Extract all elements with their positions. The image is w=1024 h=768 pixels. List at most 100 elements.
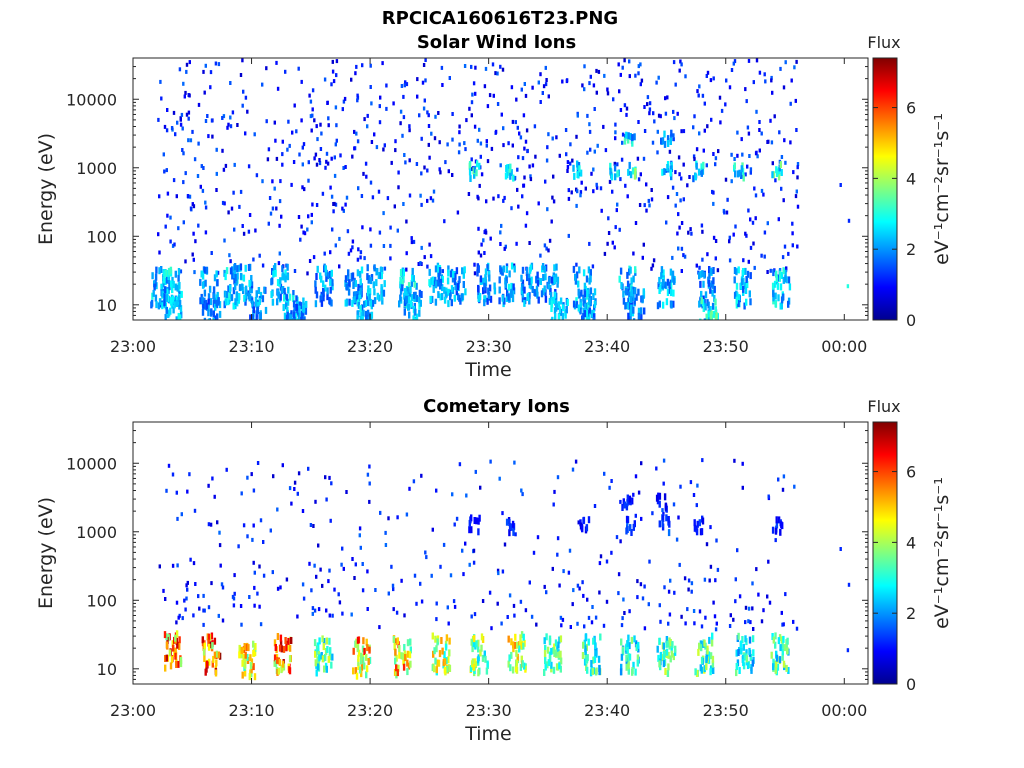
heatmap-cell (779, 528, 782, 536)
heatmap-cell (365, 638, 368, 646)
heatmap-cell (256, 302, 260, 309)
heatmap-cell (661, 168, 664, 176)
heatmap-cell (614, 122, 617, 127)
heatmap-cell (774, 641, 777, 649)
heatmap-cell (571, 602, 574, 607)
heatmap-cell (289, 314, 293, 320)
heatmap-cell (636, 659, 639, 667)
heatmap-cell (169, 239, 172, 244)
heatmap-cell (207, 605, 211, 610)
heatmap-cell (521, 492, 524, 497)
heatmap-cell (626, 280, 630, 288)
heatmap-cell (517, 204, 520, 209)
heatmap-cell (480, 242, 483, 247)
heatmap-cell (356, 294, 359, 302)
heatmap-cell (241, 659, 244, 667)
heatmap-cell (441, 293, 444, 300)
heatmap-cell (373, 132, 376, 137)
heatmap-cell (609, 167, 612, 175)
heatmap-cell (456, 283, 460, 291)
heatmap-cell (232, 302, 235, 310)
heatmap-cell (747, 58, 751, 63)
heatmap-cell (441, 647, 444, 655)
heatmap-cell (451, 275, 455, 283)
heatmap-cell (584, 633, 588, 641)
heatmap-cell (207, 633, 211, 641)
heatmap-cell (632, 275, 635, 283)
heatmap-cell (281, 664, 284, 672)
heatmap-cell (169, 215, 172, 220)
heatmap-cell (330, 269, 333, 277)
heatmap-cell (617, 169, 620, 177)
heatmap-cell (458, 276, 461, 284)
heatmap-cell (181, 148, 184, 152)
heatmap-cell (562, 569, 565, 574)
heatmap-cell (271, 179, 274, 184)
y-tick-label: 100 (86, 227, 117, 246)
heatmap-cell (202, 622, 205, 627)
heatmap-cell (451, 173, 454, 177)
heatmap-cell (707, 651, 711, 659)
heatmap-cell (518, 131, 521, 136)
heatmap-cell (647, 602, 650, 607)
heatmap-cell (706, 647, 709, 655)
x-tick-label: 23:40 (584, 701, 630, 720)
heatmap-cell (204, 230, 208, 235)
heatmap-cell (370, 317, 373, 320)
heatmap-cell (662, 269, 665, 277)
heatmap-cell (642, 156, 646, 161)
heatmap-cell (749, 298, 752, 306)
heatmap-cell (709, 312, 712, 320)
heatmap-cell (268, 196, 272, 200)
heatmap-cell (559, 297, 563, 305)
heatmap-cell (728, 235, 731, 240)
heatmap-cell (728, 624, 732, 628)
heatmap-cell (360, 283, 363, 291)
heatmap-cell (784, 275, 787, 283)
heatmap-cell (523, 146, 526, 151)
heatmap-cell (338, 236, 341, 241)
heatmap-cell (340, 562, 343, 567)
heatmap-cell (215, 188, 218, 192)
heatmap-cell (618, 227, 621, 232)
heatmap-cell (194, 239, 197, 244)
heatmap-cell (477, 645, 480, 653)
heatmap-cell (164, 664, 167, 672)
heatmap-cell (343, 96, 347, 101)
heatmap-cell (322, 643, 325, 651)
heatmap-cell (281, 265, 284, 273)
heatmap-cell (698, 131, 701, 136)
heatmap-cell (502, 265, 505, 273)
heatmap-cell (375, 145, 379, 150)
heatmap-cell (434, 114, 437, 119)
heatmap-cell (581, 652, 585, 659)
heatmap-cell (365, 671, 368, 679)
heatmap-cell (774, 538, 777, 543)
heatmap-cell (574, 273, 577, 281)
heatmap-cell (501, 569, 505, 574)
heatmap-cell (212, 655, 215, 663)
heatmap-cell (706, 124, 709, 129)
heatmap-cell (302, 297, 305, 305)
heatmap-cell (250, 286, 253, 294)
heatmap-cell (371, 299, 375, 307)
heatmap-cell (244, 95, 248, 100)
heatmap-cell (355, 64, 358, 69)
heatmap-cell (470, 64, 473, 69)
heatmap-cell (405, 251, 408, 256)
heatmap-cell (751, 581, 754, 586)
heatmap-cell (169, 662, 173, 670)
heatmap-cell (847, 582, 851, 587)
heatmap-cell (595, 182, 598, 187)
heatmap-cell (771, 161, 774, 166)
heatmap-cell (752, 627, 755, 631)
heatmap-cell (643, 129, 647, 133)
heatmap-cell (557, 301, 561, 309)
heatmap-cell (282, 322, 284, 329)
heatmap-cell (188, 60, 191, 65)
heatmap-cell (163, 631, 167, 639)
heatmap-cell (412, 315, 415, 320)
heatmap-cell (192, 231, 195, 236)
heatmap-cell (673, 590, 676, 595)
heatmap-cell (324, 284, 327, 292)
